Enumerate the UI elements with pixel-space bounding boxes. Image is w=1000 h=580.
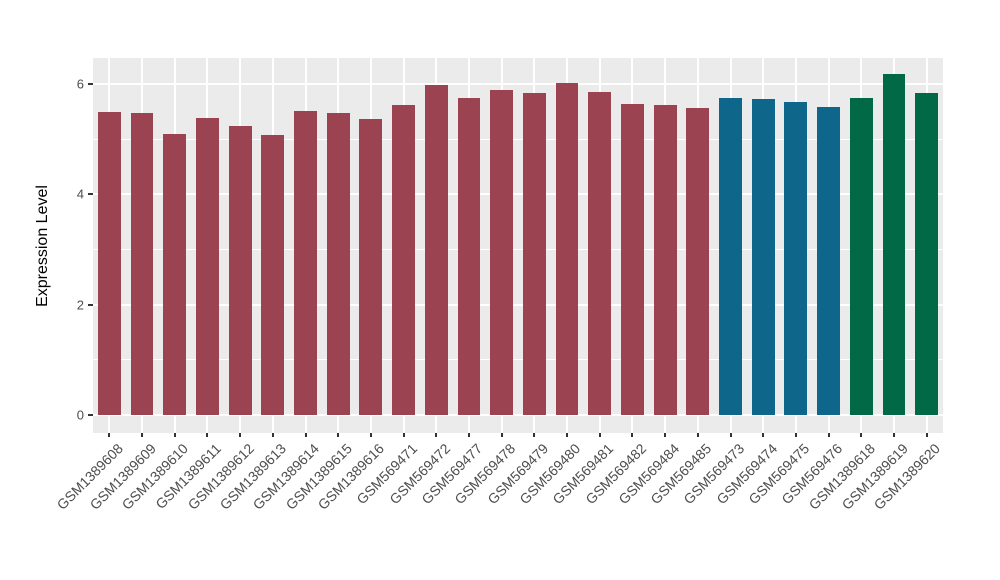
bar: [130, 113, 154, 415]
x-tick-mark: [762, 433, 765, 437]
x-tick-mark: [304, 433, 307, 437]
bar: [490, 89, 514, 415]
bar: [294, 111, 317, 415]
y-tick-label: 4: [76, 186, 84, 202]
gridline-major-horizontal: [93, 303, 943, 306]
bar: [686, 107, 710, 415]
y-tick-mark: [88, 193, 93, 196]
bar: [915, 92, 939, 415]
x-tick-mark: [892, 433, 895, 437]
x-tick-mark: [664, 433, 667, 437]
bar: [849, 98, 873, 415]
x-tick-mark: [566, 433, 569, 437]
x-tick-mark: [794, 433, 797, 437]
bar: [522, 92, 546, 415]
x-tick-mark: [402, 433, 405, 437]
bar: [882, 74, 906, 415]
x-tick-mark: [271, 433, 274, 437]
x-tick-mark: [435, 433, 438, 437]
x-tick-mark: [533, 433, 536, 437]
bar: [359, 119, 383, 415]
gridline-major-horizontal: [93, 193, 943, 196]
gridline-major-horizontal: [93, 414, 943, 416]
y-tick-label: 2: [76, 297, 84, 313]
bar: [228, 125, 252, 415]
bar: [784, 102, 808, 415]
x-tick-mark: [631, 433, 634, 437]
gridline-minor-horizontal: [93, 359, 943, 361]
gridline-major-horizontal: [93, 82, 943, 85]
bar: [719, 98, 742, 415]
x-tick-mark: [729, 433, 732, 437]
x-tick-mark: [206, 433, 209, 437]
bar: [457, 97, 481, 415]
bar: [751, 98, 775, 415]
plot-panel: [93, 58, 943, 433]
bar: [261, 134, 285, 415]
y-tick-mark: [88, 414, 93, 416]
gridline-minor-horizontal: [93, 248, 943, 250]
x-tick-mark: [598, 433, 601, 437]
y-axis-title: Expression Level: [34, 185, 51, 307]
bar: [97, 111, 121, 415]
x-tick-mark: [369, 433, 372, 437]
bar: [620, 103, 644, 415]
x-tick-mark: [860, 433, 863, 437]
x-tick-mark: [108, 433, 111, 437]
y-tick-mark: [88, 82, 93, 85]
bar: [555, 82, 579, 415]
bar: [392, 104, 415, 415]
x-tick-mark: [696, 433, 699, 437]
bar: [163, 134, 187, 415]
y-tick-label: 0: [76, 407, 84, 423]
bar: [326, 112, 350, 415]
x-tick-mark: [827, 433, 830, 437]
bar: [195, 118, 219, 415]
x-tick-mark: [500, 433, 503, 437]
y-tick-label: 6: [76, 76, 84, 92]
y-tick-mark: [88, 303, 93, 306]
x-tick-mark: [337, 433, 340, 437]
x-tick-mark: [925, 433, 928, 437]
x-tick-mark: [467, 433, 470, 437]
x-tick-mark: [141, 433, 144, 437]
x-tick-mark: [239, 433, 242, 437]
bar: [653, 104, 677, 415]
bar: [588, 91, 612, 415]
gridline-minor-horizontal: [93, 138, 943, 140]
bar: [817, 107, 840, 415]
x-tick-mark: [173, 433, 176, 437]
bar: [424, 85, 448, 415]
